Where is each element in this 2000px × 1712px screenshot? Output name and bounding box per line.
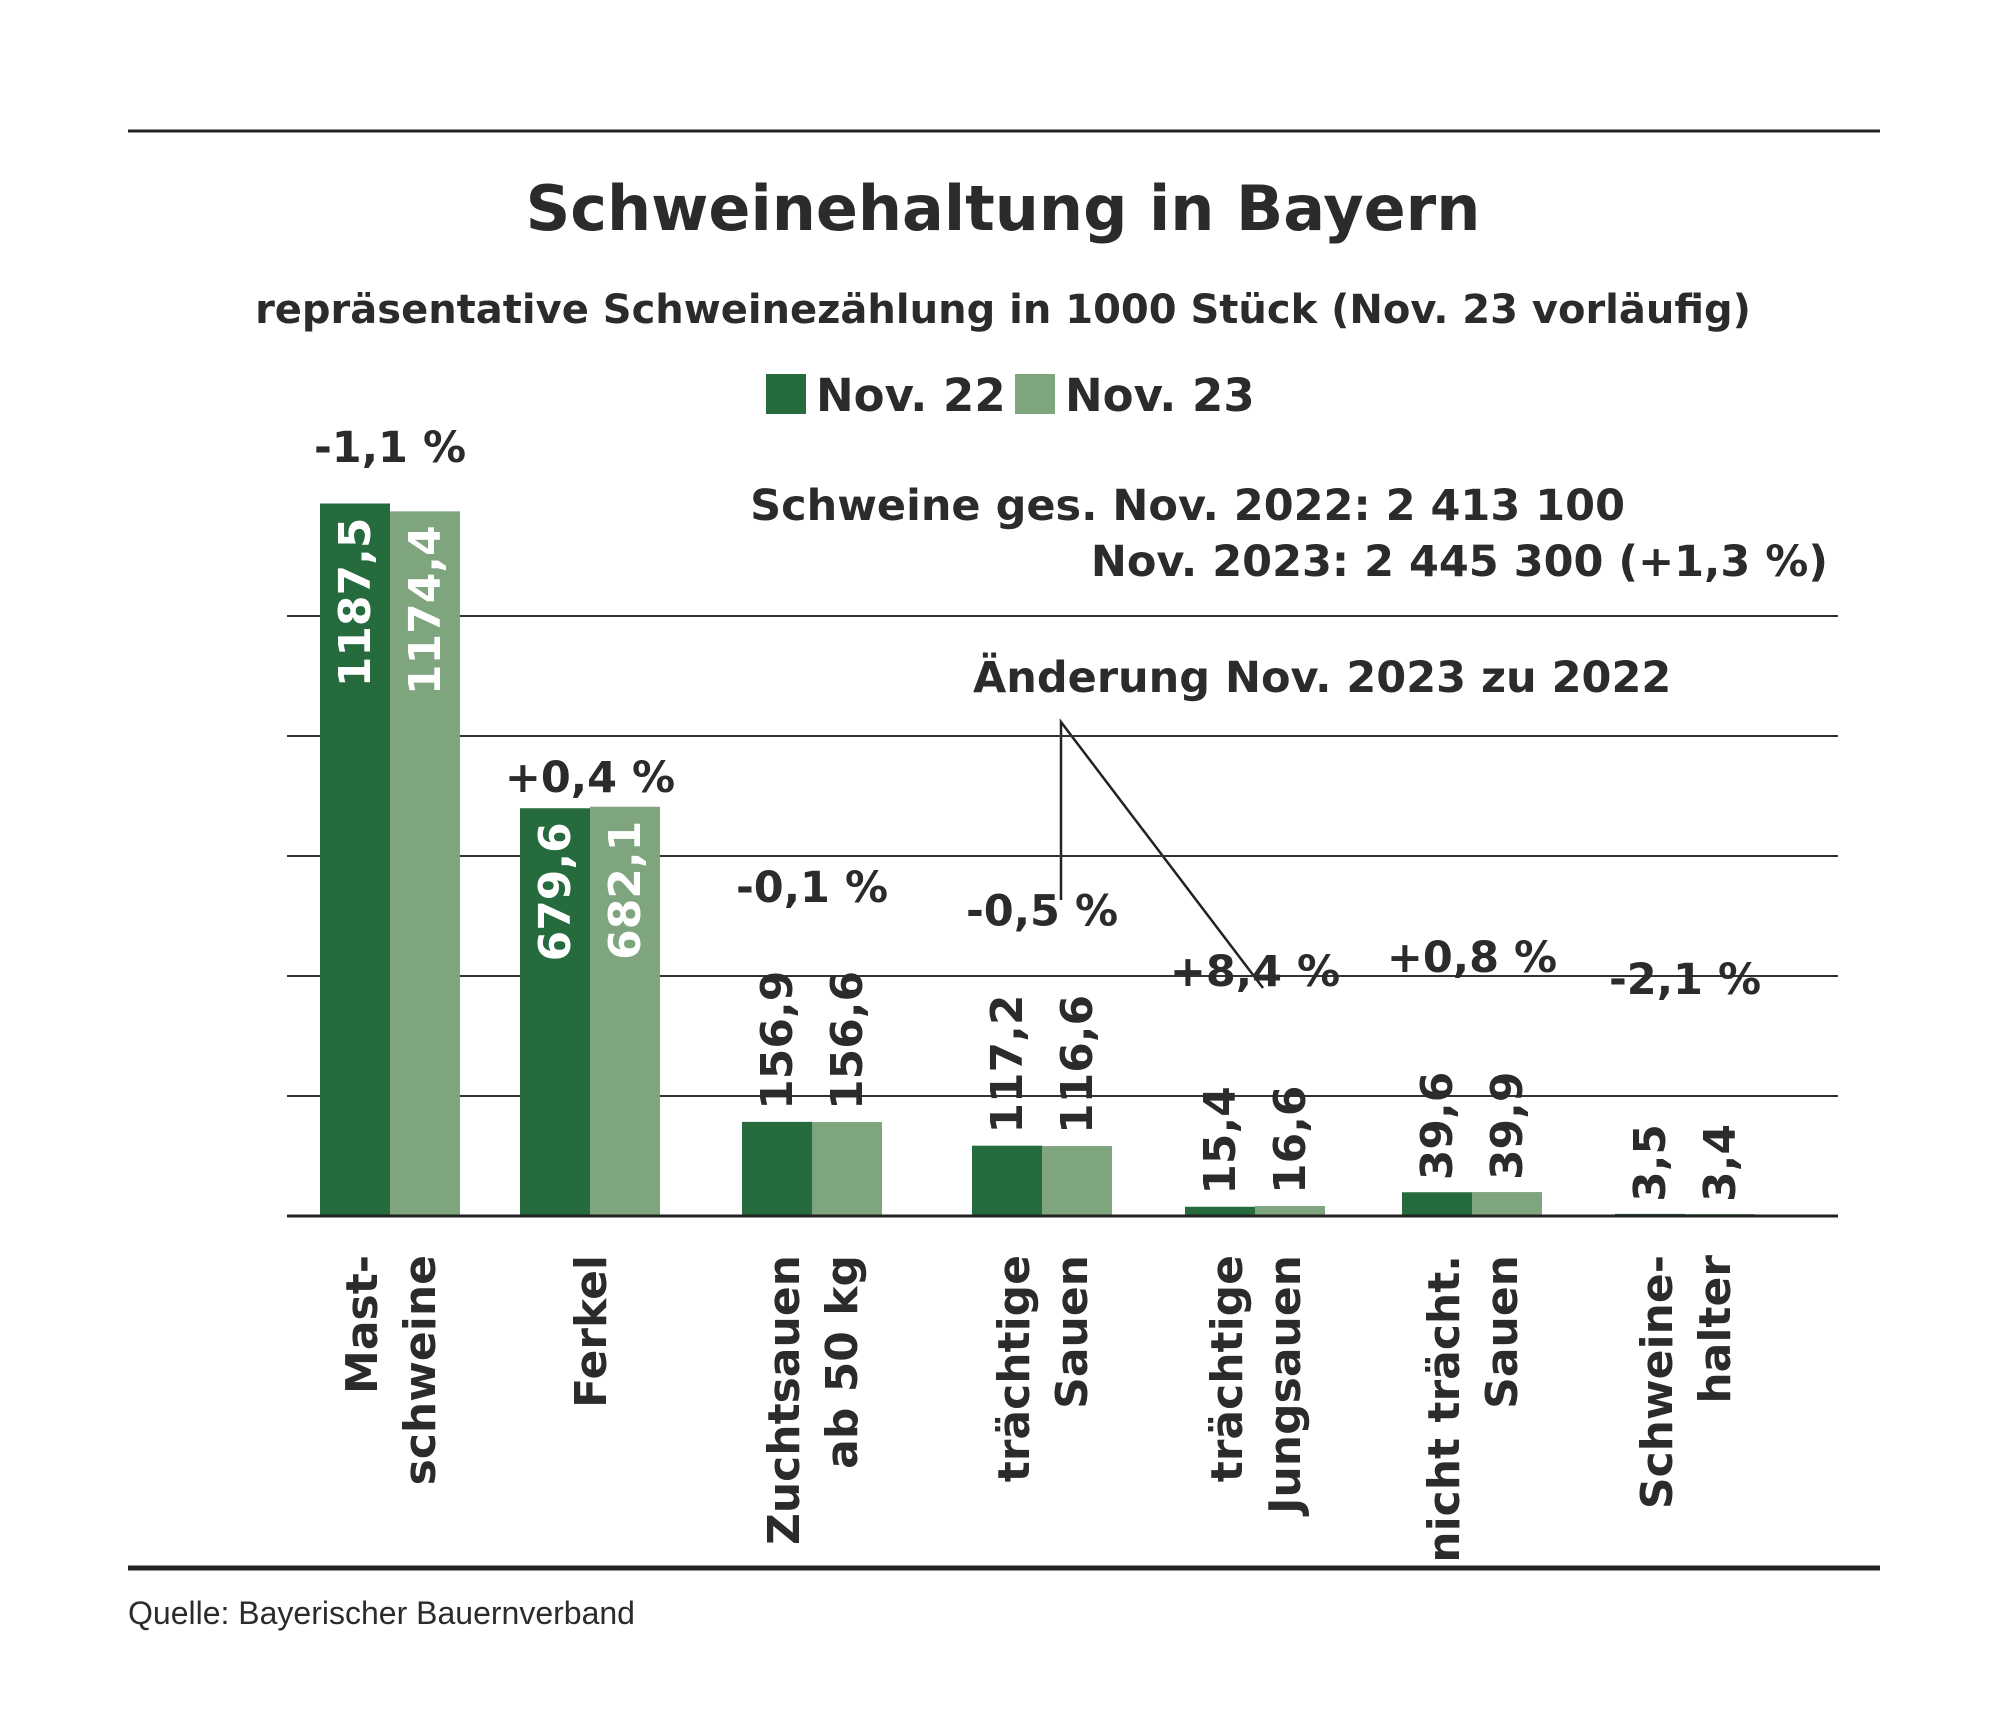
bar-nov22-2 <box>520 808 590 1216</box>
category-label-4-line-2: Sauen <box>1047 1255 1098 1409</box>
legend-swatch-nov23 <box>1015 374 1055 414</box>
category-label-5-line-2: Jungsauen <box>1260 1255 1311 1517</box>
value-label-nov22-2: 679,6 <box>530 822 581 961</box>
bar-nov22-6 <box>1402 1192 1472 1216</box>
value-label-nov23-7: 3,4 <box>1695 1124 1746 1202</box>
value-label-nov22-7: 3,5 <box>1625 1124 1676 1202</box>
category-label-1-line-1: Mast- <box>337 1255 388 1394</box>
change-labels: -1,1 % +0,4 % -0,1 % -0,5 % +8,4 % +0,8 % -2,1… <box>314 423 1761 1005</box>
category-label-1-line-2: schweine <box>395 1255 446 1485</box>
bar-nov23-1 <box>390 511 460 1216</box>
chart-title: Schweinehaltung in Bayern <box>526 172 1481 245</box>
totals-line-2: Nov. 2023: 2 445 300 (+1,3 %) <box>1091 537 1828 587</box>
category-label-5-line-1: trächtige <box>1202 1255 1253 1482</box>
bar-nov23-2 <box>590 806 660 1216</box>
legend-label-nov23: Nov. 23 <box>1065 369 1255 422</box>
change-label-7: -2,1 % <box>1609 955 1761 1005</box>
change-label-6: +0,8 % <box>1387 933 1557 983</box>
value-label-nov23-1: 1174,4 <box>400 525 451 695</box>
value-label-nov22-6: 39,6 <box>1412 1072 1463 1181</box>
value-label-nov23-2: 682,1 <box>600 821 651 960</box>
bar-nov23-3 <box>812 1122 882 1216</box>
value-label-nov23-4: 116,6 <box>1052 995 1103 1134</box>
change-annotation: Änderung Nov. 2023 zu 2022 <box>973 652 1671 703</box>
legend-label-nov22: Nov. 22 <box>816 369 1006 422</box>
source-note: Quelle: Bayerischer Bauernverband <box>128 1595 635 1631</box>
change-label-5: +8,4 % <box>1170 947 1340 997</box>
category-label-7-line-2: halter <box>1690 1255 1741 1404</box>
change-label-4: -0,5 % <box>966 887 1118 937</box>
category-label-3-line-2: ab 50 kg <box>817 1255 868 1469</box>
change-label-3: -0,1 % <box>736 863 888 913</box>
category-label-3-line-1: Zuchtsauen <box>759 1255 810 1545</box>
value-label-nov22-5: 15,4 <box>1195 1086 1246 1195</box>
category-label-2-line-1: Ferkel <box>566 1255 617 1408</box>
totals-line-1: Schweine ges. Nov. 2022: 2 413 100 <box>750 481 1625 531</box>
category-label-6-line-2: Sauen <box>1477 1255 1528 1409</box>
change-label-1: -1,1 % <box>314 423 466 473</box>
bar-nov22-1 <box>320 503 390 1216</box>
value-label-nov23-5: 16,6 <box>1265 1085 1316 1194</box>
bar-nov23-6 <box>1472 1192 1542 1216</box>
bar-nov23-5 <box>1255 1206 1325 1216</box>
value-label-nov22-1: 1187,5 <box>330 518 381 688</box>
legend-swatch-nov22 <box>766 374 806 414</box>
bar-nov23-4 <box>1042 1146 1112 1216</box>
value-label-nov22-4: 117,2 <box>982 994 1033 1133</box>
bars: 1187,5 1174,4 679,6 682,1 156,9 156,6 117,2 116… <box>320 503 1755 1216</box>
bar-nov22-3 <box>742 1121 812 1216</box>
bar-nov22-4 <box>972 1145 1042 1216</box>
category-label-7-line-1: Schweine- <box>1632 1255 1683 1509</box>
value-label-nov23-6: 39,9 <box>1482 1071 1533 1180</box>
annotation-pointer <box>1059 718 1264 989</box>
chart-subtitle: repräsentative Schweinezählung in 1000 S… <box>255 287 1751 333</box>
value-label-nov22-3: 156,9 <box>752 971 803 1110</box>
change-label-2: +0,4 % <box>505 753 675 803</box>
category-label-6-line-1: nicht trächt. <box>1419 1255 1470 1563</box>
legend: Nov. 22 Nov. 23 <box>766 369 1255 422</box>
value-label-nov23-3: 156,6 <box>822 971 873 1110</box>
bar-nov22-5 <box>1185 1206 1255 1216</box>
category-label-4-line-1: trächtige <box>989 1255 1040 1482</box>
category-labels: Mast-schweine Ferkel Zuchtsauen ab 50 kg trä… <box>337 1255 1741 1563</box>
